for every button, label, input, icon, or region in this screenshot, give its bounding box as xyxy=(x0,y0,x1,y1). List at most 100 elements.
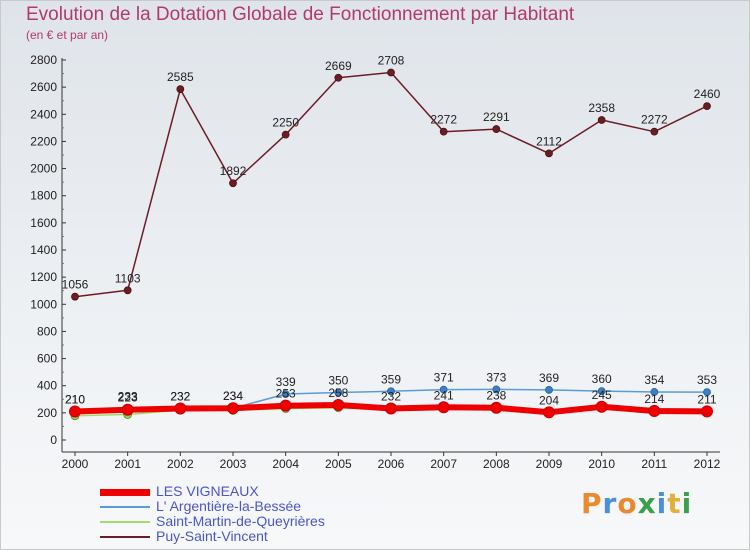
data-point xyxy=(387,387,395,396)
legend-swatch xyxy=(100,536,150,538)
legend-swatch xyxy=(100,521,150,523)
legend-label: Saint-Martin-de-Queyrières xyxy=(156,513,325,529)
x-tick-label: 2006 xyxy=(378,457,405,471)
data-label: 353 xyxy=(697,373,717,387)
data-label: 371 xyxy=(434,371,454,385)
data-label: 232 xyxy=(381,390,401,404)
data-label: 1056 xyxy=(62,278,89,292)
data-label: 223 xyxy=(118,391,138,405)
data-point xyxy=(227,402,239,415)
data-label: 210 xyxy=(65,393,85,407)
legend-swatch xyxy=(100,488,150,496)
data-label: 359 xyxy=(381,372,401,386)
data-label: 2669 xyxy=(325,59,352,73)
logo-letter: r xyxy=(602,487,618,520)
legend-swatch xyxy=(100,506,150,508)
data-point xyxy=(176,85,185,94)
data-point xyxy=(334,388,343,397)
data-point xyxy=(69,405,81,418)
data-point xyxy=(121,403,134,416)
data-label: 233 xyxy=(118,389,138,403)
data-point xyxy=(279,399,292,412)
data-label: 2272 xyxy=(430,113,457,127)
data-label: 258 xyxy=(328,386,348,400)
legend-label: LES VIGNEAUX xyxy=(156,483,259,499)
data-label: 253 xyxy=(276,387,296,401)
data-label: 1103 xyxy=(115,271,141,285)
data-point xyxy=(334,73,343,82)
logo-letter: x xyxy=(637,487,657,520)
data-point xyxy=(437,401,450,414)
data-point xyxy=(597,116,606,124)
logo-letter: i xyxy=(681,487,693,520)
x-tick-label: 2001 xyxy=(114,457,141,471)
data-label: 238 xyxy=(486,389,506,403)
data-point xyxy=(281,390,290,398)
x-tick-label: 2003 xyxy=(220,457,247,471)
data-point xyxy=(490,401,503,414)
data-point xyxy=(387,68,395,77)
data-point xyxy=(281,130,290,139)
data-label: 373 xyxy=(486,370,506,384)
x-tick-label: 2002 xyxy=(167,457,194,471)
x-tick-label: 2008 xyxy=(483,457,510,471)
data-label: 2460 xyxy=(694,87,721,101)
data-label: 241 xyxy=(434,388,454,402)
data-label: 2250 xyxy=(272,116,299,130)
y-tick-label: 2000 xyxy=(30,162,57,176)
data-point xyxy=(703,102,711,111)
y-tick-label: 1600 xyxy=(30,216,57,230)
y-tick-label: 1800 xyxy=(30,189,57,203)
x-tick-label: 2004 xyxy=(272,457,299,471)
data-point xyxy=(545,386,553,394)
legend-label: L' Argentière-la-Bessée xyxy=(156,498,302,514)
y-tick-label: 200 xyxy=(37,406,57,420)
y-tick-label: 600 xyxy=(37,352,57,366)
data-point xyxy=(703,388,711,396)
x-tick-label: 2005 xyxy=(325,457,352,471)
data-label: 2708 xyxy=(378,53,405,67)
data-label: 245 xyxy=(592,388,612,402)
data-point xyxy=(439,127,448,136)
data-label: 204 xyxy=(539,393,559,407)
data-point xyxy=(545,149,553,158)
data-point xyxy=(597,387,606,396)
y-tick-label: 1400 xyxy=(30,243,57,257)
y-tick-label: 1000 xyxy=(30,297,57,311)
data-label: 2112 xyxy=(536,134,562,148)
y-tick-label: 0 xyxy=(50,433,57,447)
data-point xyxy=(595,400,608,413)
logo-letter: P xyxy=(581,487,603,520)
data-point xyxy=(174,402,187,415)
y-tick-label: 2400 xyxy=(30,107,57,121)
y-tick-label: 400 xyxy=(37,379,57,393)
x-tick-label: 2000 xyxy=(62,457,89,471)
data-point xyxy=(439,385,448,394)
data-label: 369 xyxy=(539,371,559,385)
data-label: 1892 xyxy=(220,164,247,178)
y-tick-label: 800 xyxy=(37,324,57,338)
data-label: 234 xyxy=(223,389,243,403)
chart-title: Evolution de la Dotation Globale de Fonc… xyxy=(26,4,575,25)
logo-letter: i xyxy=(656,487,668,520)
chart-subtitle: (en € et par an) xyxy=(26,28,109,42)
data-label: 234 xyxy=(223,389,243,403)
x-tick-label: 2009 xyxy=(536,457,563,471)
data-label: 211 xyxy=(697,392,716,406)
y-tick-label: 2600 xyxy=(30,80,57,94)
data-point xyxy=(385,402,397,415)
data-label: 210 xyxy=(65,393,85,407)
data-label: 360 xyxy=(592,372,612,386)
data-label: 2291 xyxy=(483,110,510,124)
data-label: 2585 xyxy=(167,70,194,84)
data-point xyxy=(492,125,501,133)
x-tick-label: 2012 xyxy=(694,457,721,471)
data-label: 232 xyxy=(170,390,190,404)
data-point xyxy=(650,127,659,136)
y-tick-label: 2200 xyxy=(30,134,57,148)
data-label: 232 xyxy=(170,390,190,404)
data-point xyxy=(71,292,79,301)
x-tick-label: 2010 xyxy=(588,457,615,471)
data-label: 2358 xyxy=(588,101,615,115)
